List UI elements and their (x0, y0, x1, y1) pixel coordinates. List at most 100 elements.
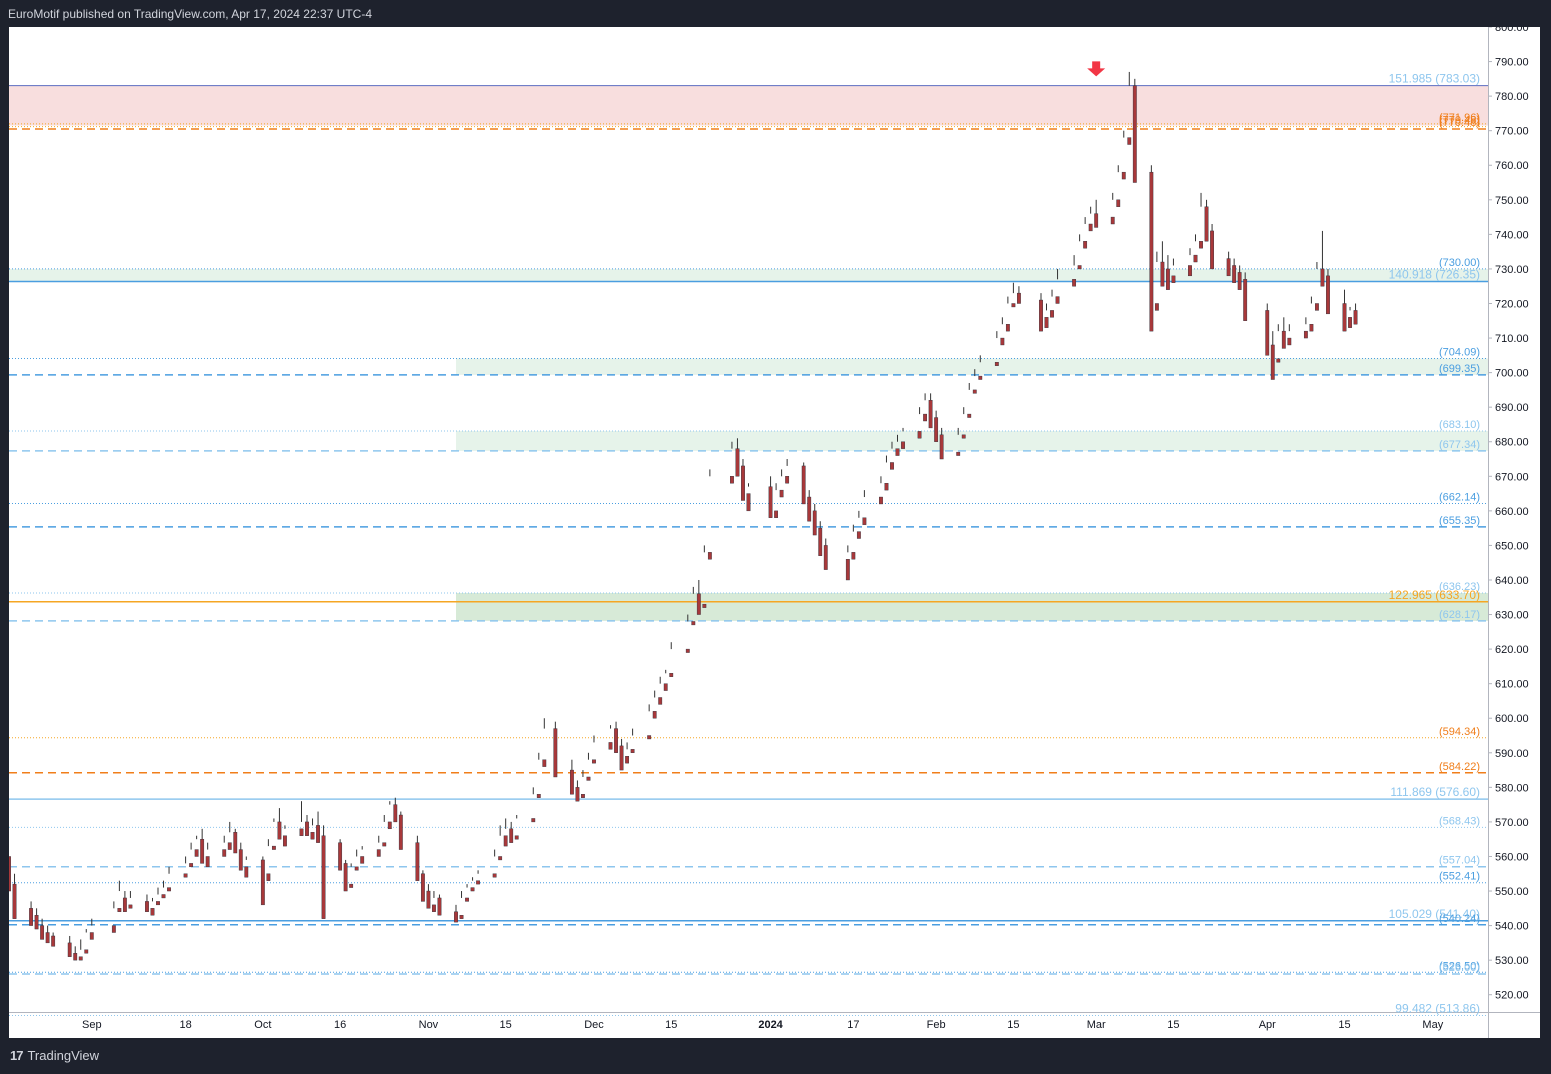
level-label-7: (699.35) (1439, 363, 1480, 375)
candle-body-102 (823, 545, 828, 570)
level-label-10: (662.14) (1439, 491, 1480, 503)
level-label-23: (526.50) (1439, 960, 1480, 972)
candle-body-85 (685, 648, 690, 653)
y-tick-label-5: 750.00 (1495, 195, 1529, 207)
level-label-22: (540.24) (1439, 913, 1480, 925)
candle-body-34 (277, 821, 282, 840)
candle-body-89 (707, 552, 712, 560)
price-chart[interactable]: 151.985 (783.03)(771.96)(770.48)(770.48)… (9, 27, 1540, 1038)
candle-body-148 (1199, 241, 1203, 249)
level-label-5: 140.918 (726.35) (1389, 268, 1480, 282)
resistance-zone-top (9, 85, 1488, 126)
x-tick-label-11: 15 (1007, 1019, 1019, 1031)
candle-body-83 (663, 683, 668, 691)
candle-body-152 (1232, 265, 1237, 283)
candle-body-100 (812, 510, 817, 536)
y-tick-label-17: 630.00 (1495, 610, 1529, 622)
candle-body-37 (305, 821, 309, 836)
footer: 17 TradingView (10, 1046, 99, 1066)
tradingview-logo-icon[interactable]: 17 (10, 1048, 24, 1063)
y-tick-label-23: 570.00 (1495, 817, 1529, 829)
y-tick-label-25: 550.00 (1495, 886, 1529, 898)
candle-body-149 (1204, 206, 1209, 242)
y-tick-label-9: 710.00 (1495, 333, 1529, 345)
candle-body-137 (1116, 199, 1121, 207)
level-label-19: (557.04) (1439, 855, 1480, 867)
level-label-18: (568.43) (1439, 815, 1480, 827)
candle-body-43 (349, 883, 354, 888)
x-tick-label-12: Mar (1087, 1019, 1106, 1031)
candle-body-12 (111, 925, 116, 933)
candle-body-112 (917, 431, 922, 439)
level-label-16: (584.22) (1439, 761, 1480, 773)
candle-body-64 (509, 828, 514, 843)
level-label-8: (683.10) (1439, 419, 1480, 431)
y-tick-label-16: 640.00 (1495, 575, 1529, 587)
candle-body-103 (845, 559, 850, 581)
x-tick-label-10: Feb (927, 1019, 946, 1031)
candle-body-36 (299, 828, 304, 836)
candle-body-61 (492, 873, 497, 878)
x-tick-label-1: 18 (179, 1019, 191, 1031)
level-label-20: (552.41) (1439, 871, 1480, 883)
candle-body-104 (851, 552, 856, 560)
candle-body-131 (1072, 279, 1077, 287)
candle-body-42 (343, 863, 348, 892)
y-tick-label-2: 780.00 (1495, 91, 1529, 103)
candle-body-139 (1127, 137, 1132, 145)
candle-body-54 (432, 904, 436, 912)
candle-body-95 (774, 510, 779, 518)
candle-body-88 (702, 603, 707, 608)
candle-body-145 (1171, 275, 1176, 283)
level-label-24: (526.00) (1439, 962, 1480, 974)
candle-body-55 (437, 897, 442, 916)
red-down-arrow-icon (1087, 61, 1106, 77)
level-label-0: 151.985 (783.03) (1389, 72, 1480, 86)
candle-body-0 (9, 856, 11, 892)
candle-body-74 (592, 759, 596, 764)
x-tick-label-14: Apr (1259, 1019, 1276, 1031)
candle-body-71 (575, 787, 580, 802)
candle-body-6 (51, 935, 56, 947)
level-label-17: 111.869 (576.60) (1390, 785, 1480, 799)
y-tick-label-7: 730.00 (1495, 264, 1529, 276)
candle-body-101 (818, 527, 823, 556)
candle-body-154 (1243, 279, 1248, 321)
candle-body-45 (360, 856, 365, 864)
candle-body-167 (1353, 310, 1358, 325)
candle-body-133 (1083, 241, 1088, 249)
candle-body-156 (1270, 344, 1275, 380)
candle-body-134 (1088, 223, 1093, 232)
candle-body-143 (1160, 261, 1165, 287)
candle-body-66 (531, 818, 536, 823)
candle-body-24 (200, 838, 205, 864)
candle-body-17 (150, 908, 155, 916)
x-tick-label-2: Oct (254, 1019, 271, 1031)
candle-body-13 (117, 908, 122, 912)
candle-body-31 (260, 859, 265, 906)
candle-body-141 (1149, 171, 1154, 332)
candle-body-5 (45, 932, 50, 944)
level-label-11: (655.35) (1439, 515, 1480, 527)
y-tick-label-18: 620.00 (1495, 644, 1529, 656)
candle-body-18 (156, 901, 160, 906)
candle-body-114 (928, 400, 933, 429)
candle-body-93 (746, 493, 751, 512)
candle-body-111 (901, 441, 905, 449)
candle-body-157 (1276, 358, 1281, 363)
brand-name[interactable]: TradingView (27, 1048, 100, 1063)
candle-body-87 (696, 593, 701, 615)
zone-730 (9, 268, 1488, 283)
y-tick-label-27: 530.00 (1495, 955, 1529, 967)
candle-body-94 (768, 486, 773, 518)
y-tick-label-6: 740.00 (1495, 229, 1529, 241)
candle-body-159 (1287, 337, 1292, 346)
candle-body-11 (89, 932, 94, 940)
y-tick-label-3: 770.00 (1495, 126, 1529, 138)
candle-body-27 (227, 842, 232, 850)
candle-body-162 (1315, 303, 1319, 311)
candle-body-50 (398, 814, 403, 850)
chart-area[interactable]: 151.985 (783.03) (771.96) (770.48) (770.48)… (9, 27, 1540, 1038)
level-label-13: 122.965 (633.70) (1389, 588, 1480, 602)
candle-body-128 (1044, 317, 1049, 328)
